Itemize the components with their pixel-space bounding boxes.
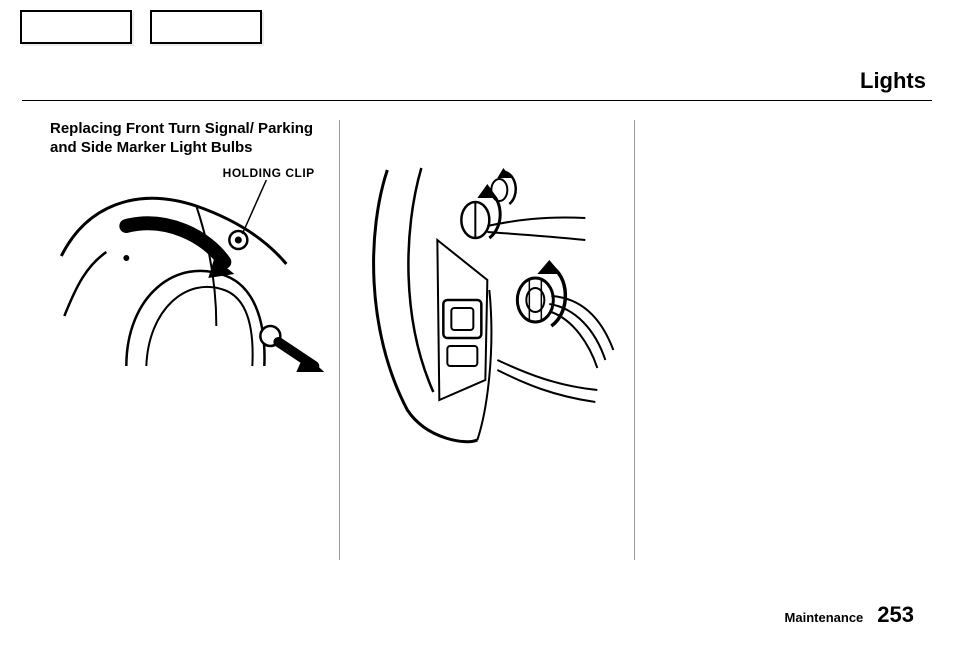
figure-bulb-sockets	[346, 150, 629, 450]
column-1: Replacing Front Turn Signal/ Parking and…	[50, 120, 333, 560]
column-2	[346, 120, 629, 560]
page-title: Lights	[860, 68, 926, 94]
footer-section-label: Maintenance	[785, 610, 864, 625]
page-footer: Maintenance 253	[785, 602, 914, 628]
section-heading: Replacing Front Turn Signal/ Parking and…	[50, 120, 333, 158]
content-columns: Replacing Front Turn Signal/ Parking and…	[50, 120, 924, 560]
footer-page-number: 253	[877, 602, 914, 628]
figure-label-holding-clip: HOLDING CLIP	[223, 166, 315, 180]
figure-holding-clip: HOLDING CLIP	[50, 166, 333, 386]
holding-clip-illustration	[50, 166, 333, 386]
nav-box-2[interactable]	[150, 10, 262, 44]
bulb-sockets-illustration	[346, 150, 629, 450]
nav-box-1[interactable]	[20, 10, 132, 44]
title-rule	[22, 100, 932, 101]
column-separator-2	[634, 120, 635, 560]
header-nav-boxes	[20, 10, 262, 44]
column-3	[641, 120, 924, 560]
column-separator-1	[339, 120, 340, 560]
